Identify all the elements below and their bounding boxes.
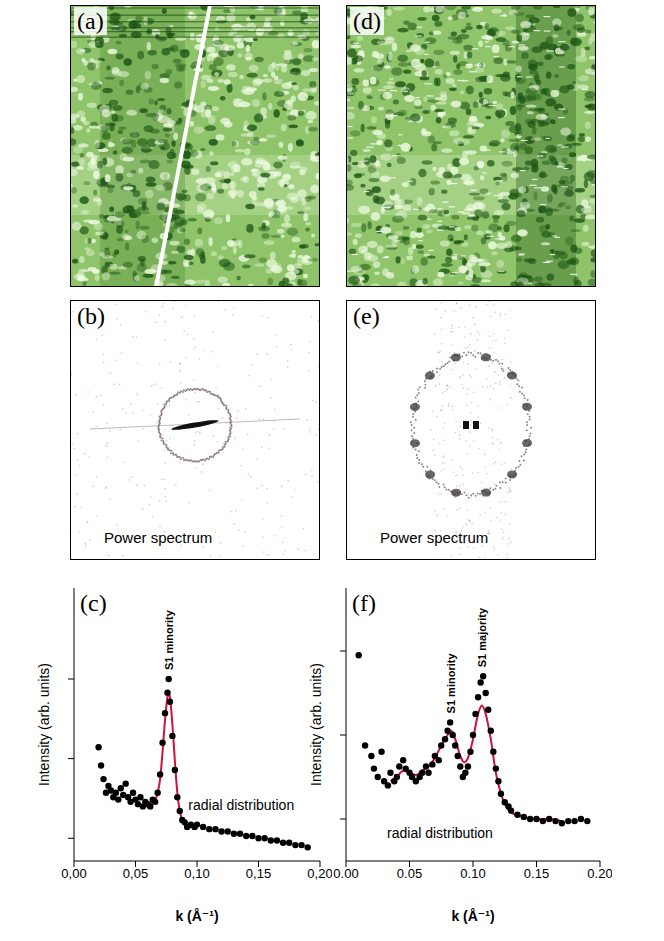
html-text:(f): (f) [352,590,376,616]
svg-text:0.15: 0.15 [524,866,549,881]
svg-text:0,00: 0,00 [61,866,86,881]
html-text:(e): (e) [353,303,380,329]
html-text:(d): (d) [353,8,381,34]
svg-text:k (Å⁻¹): k (Å⁻¹) [175,908,218,924]
html-text:radial distribution: radial distribution [387,825,493,841]
html-text:Power spectrum: Power spectrum [380,529,489,546]
svg-text:Intensity (arb. units): Intensity (arb. units) [308,663,324,786]
svg-text:S1 minority: S1 minority [445,653,457,714]
svg-text:0,10: 0,10 [184,866,209,881]
svg-text:0,20: 0,20 [307,866,332,881]
svg-text:0,15: 0,15 [246,866,271,881]
svg-text:0,05: 0,05 [123,866,148,881]
html-text:(c): (c) [80,590,107,616]
html-text:(a): (a) [77,8,104,34]
svg-text:k (Å⁻¹): k (Å⁻¹) [451,908,494,924]
svg-text:0.00: 0.00 [333,866,358,881]
svg-text:0.10: 0.10 [460,866,485,881]
svg-text:0.05: 0.05 [397,866,422,881]
svg-text:S1 minority: S1 minority [163,609,175,670]
html-text:(b): (b) [77,303,105,329]
svg-text:Intensity (arb. units): Intensity (arb. units) [36,663,52,786]
html-text:radial distribution: radial distribution [188,797,295,813]
html-text:Power spectrum: Power spectrum [104,529,213,546]
svg-text:S1 majority: S1 majority [476,607,488,667]
svg-text:0.20: 0.20 [587,866,612,881]
